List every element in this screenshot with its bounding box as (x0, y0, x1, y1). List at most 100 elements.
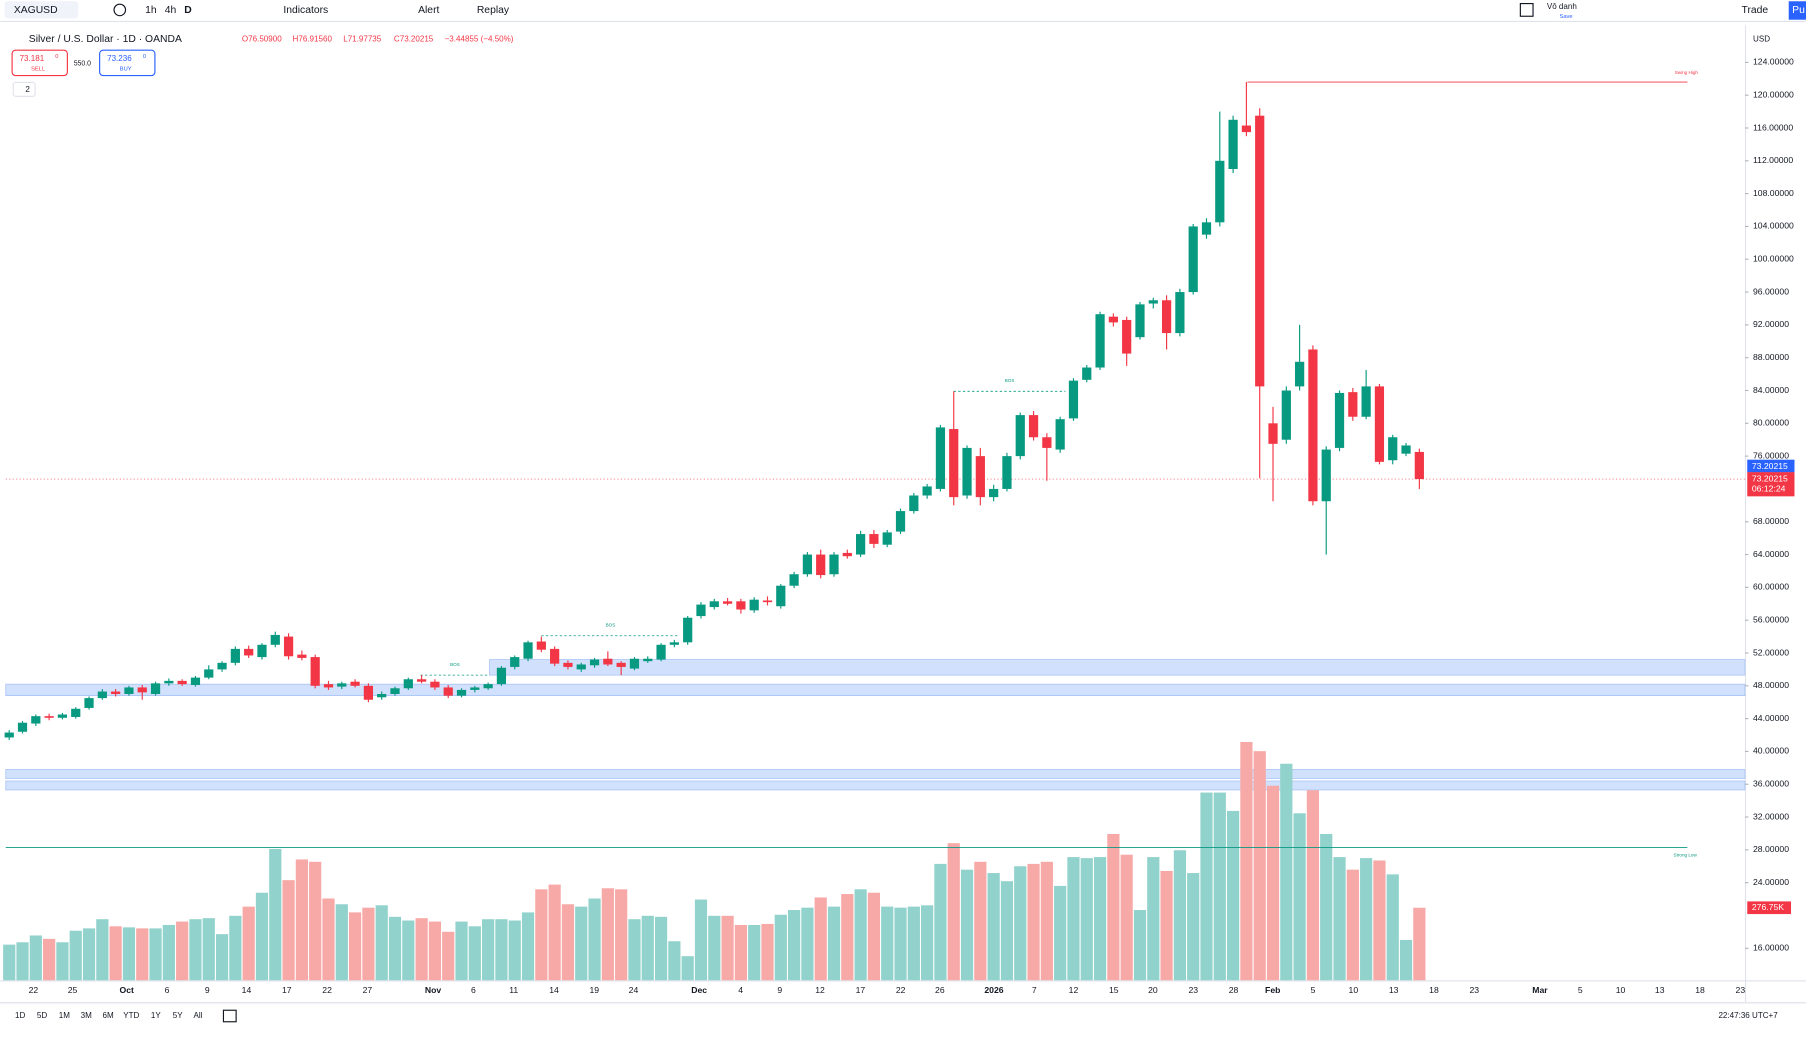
range-button[interactable]: 1Y (151, 1011, 161, 1020)
sell-price[interactable]: 73.181 (20, 54, 45, 63)
x-tick-label: 4 (738, 985, 743, 995)
volume-bar (1040, 861, 1053, 981)
x-tick-label: 5 (1578, 985, 1583, 995)
buy-price-sup[interactable]: 0 (143, 54, 146, 60)
candle-body (111, 691, 121, 695)
y-tick-label: 88.00000 (1753, 352, 1789, 362)
candle-body (270, 634, 280, 645)
x-tick-label: 18 (1429, 985, 1439, 995)
x-tick-label: 25 (68, 985, 78, 995)
volume-bar (1120, 854, 1133, 981)
candle-body (1281, 390, 1291, 440)
volume-bar (601, 888, 614, 981)
collapse-button[interactable] (12, 81, 36, 97)
volume-bar (1266, 785, 1280, 981)
sell-button[interactable] (11, 49, 68, 77)
volume-bar (468, 926, 481, 981)
trade-button[interactable]: Trade (1742, 5, 1769, 16)
candle-body (656, 644, 666, 660)
publish-box[interactable] (1788, 1, 1806, 20)
volume-bar (1253, 751, 1266, 981)
range-button[interactable]: 5Y (173, 1011, 183, 1020)
icon[interactable] (1519, 2, 1534, 17)
sell-price-sup[interactable]: 0 (55, 54, 58, 60)
interval[interactable]: 1h (145, 5, 157, 16)
range-button[interactable]: 3M (81, 1011, 92, 1020)
volume-bar (229, 915, 242, 981)
buy-price[interactable]: 73.236 (107, 54, 132, 63)
candle-body (1348, 392, 1358, 417)
volume-bar (774, 914, 787, 981)
candle-body (935, 427, 946, 489)
buy-label[interactable]: BUY (120, 67, 132, 73)
x-tick-label: 11 (509, 985, 518, 995)
range-button[interactable]: 5D (37, 1011, 47, 1020)
y-tick-label: 96.00000 (1753, 286, 1789, 296)
candle-body (510, 657, 520, 667)
range-button[interactable]: All (194, 1011, 203, 1020)
candle-body (403, 679, 413, 689)
icon[interactable] (113, 3, 127, 17)
volume-bar (309, 861, 322, 981)
volume-bar (1080, 858, 1093, 981)
volume-bar (934, 863, 947, 981)
save-button[interactable]: Save (1560, 14, 1573, 20)
candle-body (71, 708, 81, 717)
symbol[interactable]: XAGUSD (14, 5, 58, 16)
publish-button[interactable]: Pu (1792, 5, 1805, 16)
volume-bar (482, 919, 495, 981)
replay-button[interactable]: Replay (477, 5, 510, 16)
indicators-button[interactable]: Indicators (283, 5, 328, 16)
x-tick-label: 19 (590, 985, 600, 995)
range-button[interactable]: YTD (123, 1011, 139, 1020)
volume-bar (1147, 857, 1160, 981)
candle-body (1295, 361, 1305, 387)
interval[interactable]: D (184, 5, 192, 16)
volume-bar (442, 931, 455, 981)
date-range-icon[interactable] (222, 1009, 237, 1023)
sell-label[interactable]: SELL (31, 67, 45, 73)
x-tick-label: 22 (896, 985, 906, 995)
volume-bar (921, 905, 934, 981)
volume-label: 276.75K (1752, 902, 1784, 912)
y-tick-label: 76.00000 (1753, 450, 1789, 460)
candle-body (17, 722, 28, 732)
legend-close: C73.20215 (394, 34, 434, 43)
alert-button[interactable]: Alert (418, 5, 439, 16)
x-tick-label: 9 (777, 985, 782, 995)
volume-bar (1413, 907, 1426, 981)
volume-bar (881, 906, 894, 981)
interval[interactable]: 4h (165, 5, 177, 16)
candle-body (496, 667, 507, 685)
volume-bar (1360, 858, 1373, 981)
buy-button[interactable] (99, 49, 156, 77)
candle-body (350, 681, 360, 686)
account-name[interactable]: Vô danh (1547, 2, 1577, 11)
candle-body (1308, 349, 1318, 502)
candle-body (1334, 392, 1345, 448)
symbol-box[interactable] (4, 1, 79, 19)
bos-label: BOS (450, 662, 460, 667)
volume-bar (1160, 870, 1173, 981)
x-tick-label: 17 (282, 985, 292, 995)
volume-bar (787, 910, 801, 981)
candle-body (1108, 316, 1118, 323)
volume-bar (575, 906, 588, 981)
range-button[interactable]: 1M (59, 1011, 70, 1020)
volume-bar (282, 880, 295, 981)
currency[interactable]: USD (1753, 34, 1770, 43)
volume-bar (109, 926, 122, 981)
collapse-count[interactable]: 2 (25, 85, 30, 94)
x-tick-label: 10 (1616, 985, 1626, 995)
volume-bar (867, 892, 881, 981)
candle-body (1055, 419, 1065, 450)
range-button[interactable]: 1D (15, 1011, 25, 1020)
y-tick-label: 52.00000 (1753, 647, 1789, 657)
volume-bar (748, 924, 761, 981)
candle-body (390, 688, 400, 695)
range-button[interactable]: 6M (103, 1011, 114, 1020)
volume-bar (721, 915, 734, 981)
y-tick-label: 32.00000 (1753, 811, 1789, 821)
volume-bar (1333, 857, 1346, 981)
volume-bar (96, 919, 109, 981)
